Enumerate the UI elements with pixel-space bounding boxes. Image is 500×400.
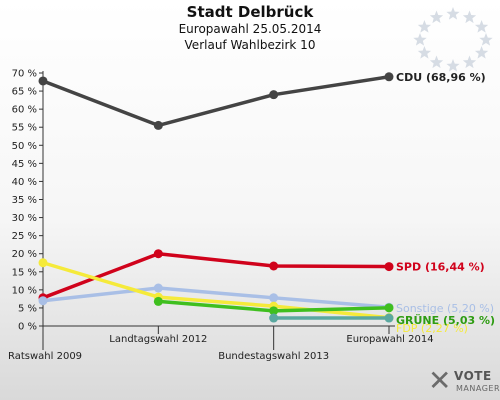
data-point-fdp: [38, 258, 48, 268]
y-tick-label: 20 %: [12, 249, 37, 260]
y-tick-label: 0 %: [18, 322, 37, 333]
x-tick-label: Ratswahl 2009: [8, 351, 82, 362]
data-point-sonstige: [269, 293, 279, 303]
eu-star-icon: [413, 33, 427, 46]
y-tick-label: 50 %: [12, 141, 37, 152]
data-point-grüne: [384, 303, 394, 313]
data-point-cdu: [38, 76, 48, 86]
data-point-linke: [384, 313, 394, 323]
y-tick-label: 70 %: [12, 69, 37, 80]
y-tick-label: 45 %: [12, 159, 37, 170]
y-tick-label: 15 %: [12, 267, 37, 278]
logo-text-manager: MANAGER: [456, 384, 500, 393]
series-label-fdp: FDP (2,27 %): [396, 322, 468, 335]
data-point-sonstige: [153, 283, 163, 293]
data-point-cdu: [384, 72, 394, 82]
series-label-cdu: CDU (68,96 %): [396, 71, 486, 84]
series-label-sonstige: Sonstige (5,20 %): [396, 302, 494, 315]
y-tick-label: 30 %: [12, 213, 37, 224]
logo-text-vote: VOTE: [454, 369, 492, 383]
eu-star-icon: [429, 10, 444, 24]
y-tick-label: 60 %: [12, 105, 37, 116]
eu-star-icon: [446, 59, 460, 72]
series-line-cdu: [41, 75, 391, 128]
y-tick-label: 35 %: [12, 195, 37, 206]
eu-star-icon: [479, 33, 493, 46]
series-line-fdp: [41, 261, 391, 320]
y-tick-label: 25 %: [12, 231, 37, 242]
data-point-sonstige: [38, 296, 48, 306]
y-tick-label: 10 %: [12, 285, 37, 296]
data-point-cdu: [153, 120, 163, 130]
data-point-linke: [269, 313, 279, 323]
chart-title: Stadt Delbrück: [186, 3, 314, 21]
data-point-grüne: [153, 296, 163, 306]
eu-star-icon: [474, 20, 489, 33]
eu-star-icon: [474, 46, 489, 59]
eu-star-icon: [429, 55, 444, 69]
x-tick-label: Europawahl 2014: [346, 334, 433, 345]
data-point-spd: [153, 249, 163, 259]
eu-star-icon: [446, 7, 460, 20]
chart-subtitle: Europawahl 25.05.2014: [178, 22, 322, 36]
y-tick-label: 65 %: [12, 87, 37, 98]
x-tick-label: Landtagswahl 2012: [109, 334, 207, 345]
data-point-spd: [269, 261, 279, 271]
y-tick-label: 40 %: [12, 177, 37, 188]
series-line-sonstige: [41, 286, 391, 309]
eu-star-icon: [417, 20, 432, 33]
eu-star-icon: [462, 55, 477, 69]
data-point-cdu: [269, 90, 279, 100]
x-logo-icon: ✕: [428, 364, 452, 397]
series-label-spd: SPD (16,44 %): [396, 261, 485, 274]
series-line-spd: [41, 251, 391, 300]
x-tick-label: Bundestagswahl 2013: [218, 351, 329, 362]
vote-manager-logo: ✕ VOTE MANAGER: [426, 364, 500, 398]
y-tick-label: 55 %: [12, 123, 37, 134]
data-point-spd: [384, 262, 394, 272]
series-label-grüne: GRÜNE (5,03 %): [396, 313, 495, 327]
eu-star-icon: [462, 10, 477, 24]
y-tick-label: 5 %: [18, 303, 37, 314]
chart-subtitle-2: Verlauf Wahlbezirk 10: [184, 38, 316, 52]
eu-star-icon: [417, 46, 432, 59]
data-point-grüne: [269, 306, 279, 316]
